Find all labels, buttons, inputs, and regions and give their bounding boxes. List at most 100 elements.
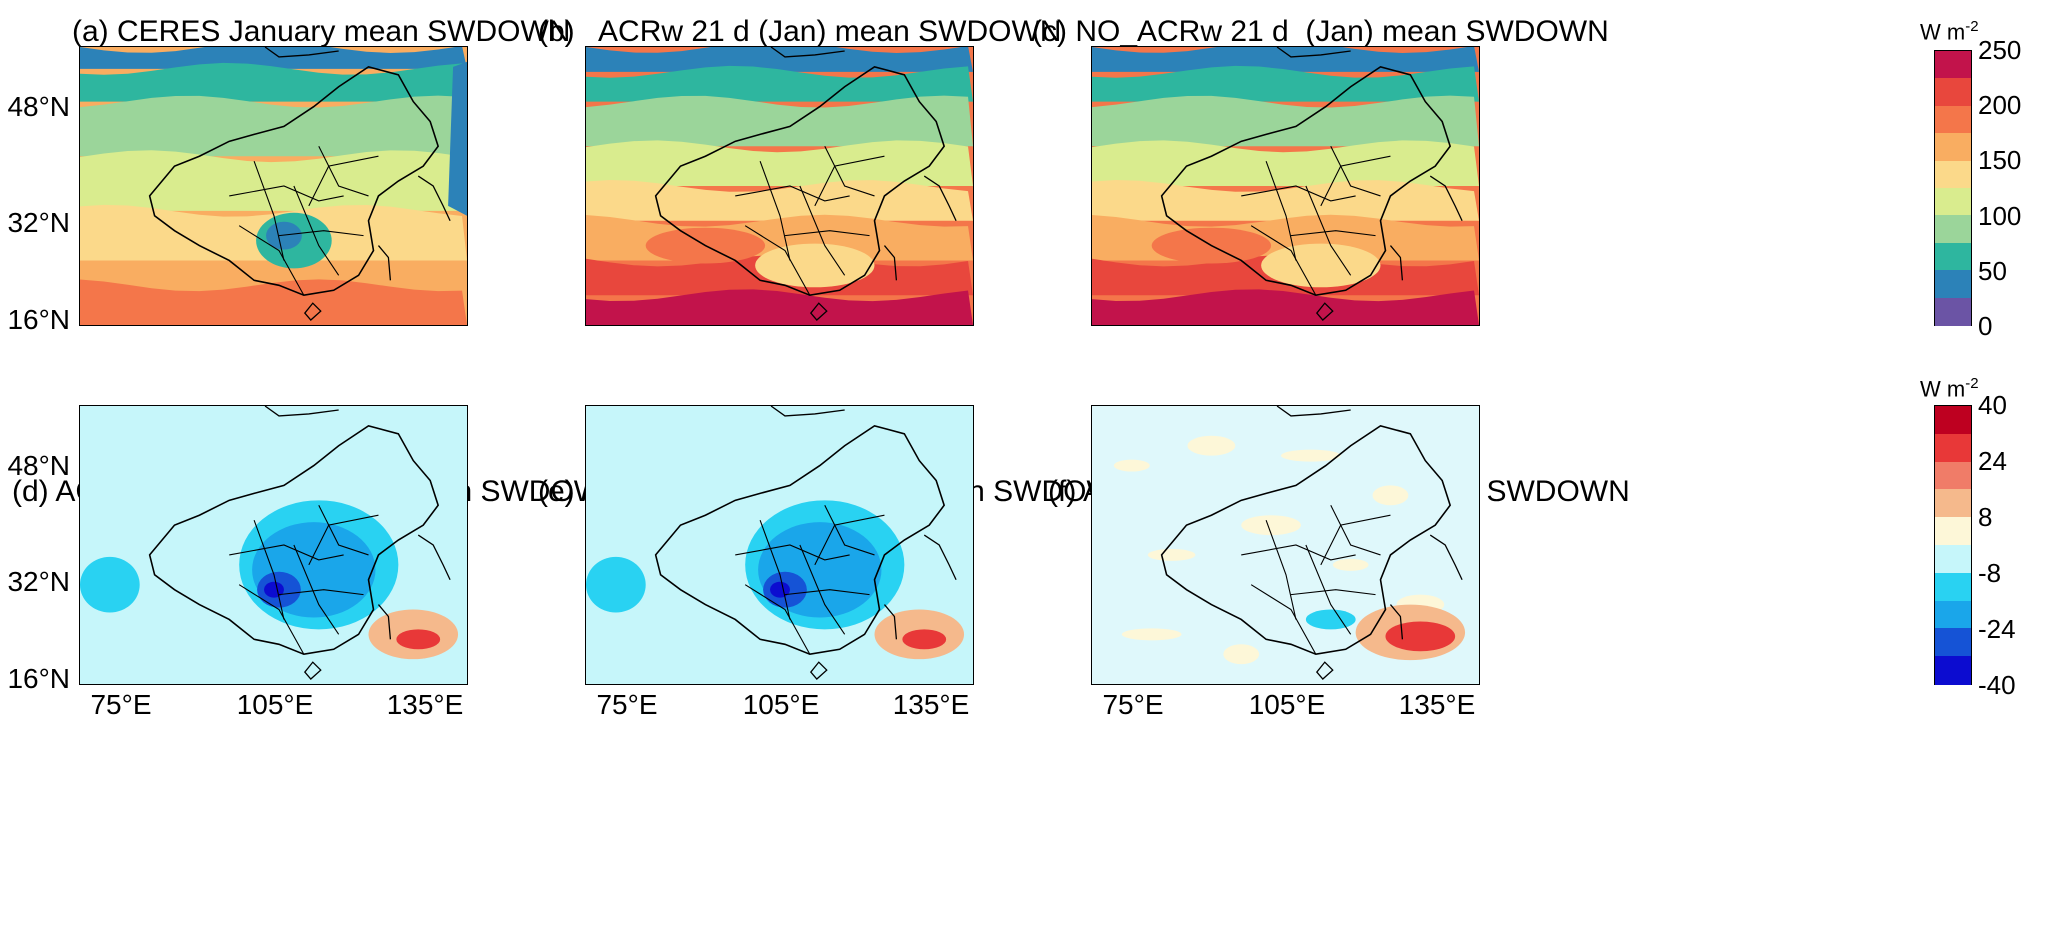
colorbar-segment (1935, 270, 1971, 299)
province-boundary (744, 584, 811, 655)
province-boundary (278, 230, 364, 237)
province-boundary (1241, 185, 1356, 202)
swdown-field-a (80, 47, 467, 325)
field-west-patch (80, 556, 140, 613)
province-boundary (814, 514, 885, 566)
map-panel-a (79, 46, 468, 326)
colorbar-segment (1935, 188, 1971, 217)
colorbar-segment (1935, 215, 1971, 245)
coastline (264, 406, 339, 417)
swdown-diff-field-d (80, 406, 467, 684)
colorbar-segment (1935, 133, 1971, 162)
coastline (417, 175, 451, 222)
colorbar-tick-label: -8 (1978, 558, 2002, 588)
coastline (883, 245, 898, 281)
coastline (1276, 47, 1351, 58)
coastline (303, 302, 322, 321)
coastline (923, 175, 957, 222)
field-patch (1187, 435, 1236, 456)
province-boundary (1320, 155, 1391, 207)
colorbar-segment (1935, 656, 1971, 686)
coastline (377, 245, 392, 281)
field-band (1092, 47, 1479, 72)
lat-label-16n-bottom: 16°N (7, 663, 70, 694)
coastline (303, 661, 322, 680)
colorbar-segment (1935, 433, 1971, 463)
coastline (923, 534, 957, 581)
lon-label-105e-e: 105°E (742, 689, 820, 720)
field-band (586, 180, 973, 221)
province-boundary (293, 544, 340, 635)
coastline (1315, 661, 1334, 680)
province-boundary (735, 544, 850, 561)
china-boundary (1160, 65, 1452, 297)
colorbar-segment (1935, 242, 1971, 272)
colorbar-segment (1935, 572, 1971, 602)
map-panel-b (585, 46, 974, 326)
map-panel-c (1091, 46, 1480, 326)
province-boundary (1305, 544, 1352, 635)
colorbar-segment (1935, 297, 1971, 327)
colorbar-tick-label: 24 (1978, 446, 2007, 476)
field-east-band (448, 61, 467, 216)
lon-label-75e-f: 75°E (1102, 689, 1164, 720)
colorbar-tick-label: 50 (1978, 255, 2007, 286)
field-band (1092, 289, 1479, 325)
field-band (80, 279, 467, 325)
province-boundary (1250, 584, 1317, 655)
lat-label-48n-bottom: 48°N (7, 450, 70, 481)
lat-label-16n-top: 16°N (7, 304, 70, 335)
province-boundary (799, 185, 846, 276)
province-boundary (278, 589, 364, 596)
colorbar-tick-label: 8 (1978, 502, 1993, 532)
field-east-cell (755, 243, 875, 288)
field-negative-max (264, 581, 284, 598)
field-positive-core (1385, 621, 1456, 652)
field-patch (1332, 558, 1369, 571)
panel-a-title: (a) CERES January mean SWDOWN (72, 15, 571, 48)
lat-label-48n-top: 48°N (7, 91, 70, 122)
coastline (377, 604, 392, 640)
province-boundary (308, 155, 379, 207)
china-boundary (1160, 424, 1452, 656)
province-boundary (1241, 544, 1356, 561)
field-band (586, 140, 973, 186)
lon-label-75e-d: 75°E (90, 689, 152, 720)
panel-c-title: (c) NO_ACRw 21 d (Jan) mean SWDOWN (1032, 15, 1609, 48)
colorbar-segment (1935, 461, 1971, 491)
map-panel-f (1091, 405, 1480, 685)
china-boundary (148, 65, 440, 297)
colorbar-bottom (1934, 405, 1972, 686)
province-boundary (1265, 160, 1297, 261)
swdown-field-b (586, 47, 973, 325)
field-patch (1281, 449, 1341, 462)
colorbar-segment (1935, 406, 1971, 436)
field-negative-cell (1305, 609, 1356, 630)
colorbar-tick-label: 150 (1978, 145, 2022, 176)
province-boundary (744, 225, 811, 296)
swdown-diff-field-f (1092, 406, 1479, 684)
colorbar-tick-label: 250 (1978, 35, 2022, 65)
field-band (80, 47, 467, 69)
lon-label-105e-f: 105°E (1248, 689, 1326, 720)
province-boundary (238, 225, 305, 296)
province-boundary (308, 514, 379, 566)
field-positive-core (902, 629, 947, 650)
lon-label-75e-e: 75°E (596, 689, 658, 720)
coastline (417, 534, 451, 581)
province-boundary (1330, 146, 1381, 197)
field-low-core (266, 221, 302, 250)
map-panel-d (79, 405, 468, 685)
china-boundary (148, 424, 440, 656)
field-band (1092, 140, 1479, 186)
province-boundary (1290, 589, 1376, 596)
field-band (586, 47, 973, 72)
province-boundary (784, 230, 870, 237)
field-patch (1121, 628, 1182, 641)
colorbar-bottom-unit: W m-2 (1920, 375, 1979, 402)
field-positive-core (396, 629, 441, 650)
colorbar-tick-label: 0 (1978, 311, 1993, 341)
coastline (1389, 245, 1404, 281)
lon-label-105e-d: 105°E (236, 689, 314, 720)
field-patch (1147, 548, 1196, 561)
